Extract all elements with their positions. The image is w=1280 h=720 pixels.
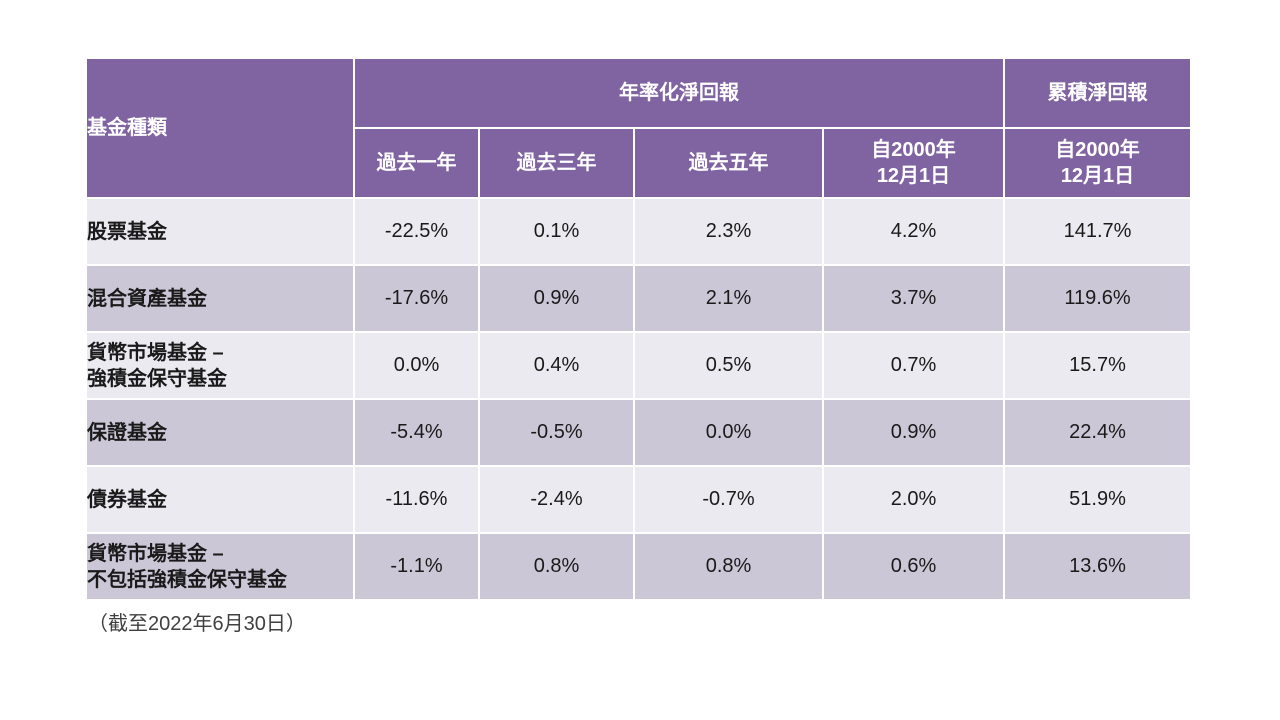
header-past-1y: 過去一年 — [353, 127, 480, 199]
value-cell: -11.6% — [353, 465, 480, 534]
table-row-mixed-assets-fund: 混合資產基金 -17.6% 0.9% 2.1% 3.7% 119.6% — [85, 264, 1192, 333]
header-past-5y: 過去五年 — [633, 127, 824, 199]
value-cell: 0.5% — [633, 331, 824, 400]
value-cell: 0.9% — [478, 264, 635, 333]
table-row-money-market-conservative-fund: 貨幣市場基金 – 強積金保守基金 0.0% 0.4% 0.5% 0.7% 15.… — [85, 331, 1192, 400]
value-cell: 3.7% — [822, 264, 1005, 333]
header-since-2000-annualized: 自2000年 12月1日 — [822, 127, 1005, 199]
header-group-cumulative-return: 累積淨回報 — [1003, 57, 1192, 129]
value-cell: 2.0% — [822, 465, 1005, 534]
value-cell: 22.4% — [1003, 398, 1192, 467]
fund-name-cell: 債券基金 — [85, 465, 355, 534]
header-fund-type: 基金種類 — [85, 57, 355, 199]
value-cell: 0.0% — [353, 331, 480, 400]
value-cell: 15.7% — [1003, 331, 1192, 400]
value-cell: 0.8% — [633, 532, 824, 601]
fund-returns-table: 基金種類 年率化淨回報 累積淨回報 過去一年 過去三年 過去五年 自2000年 … — [85, 57, 1192, 601]
value-cell: -22.5% — [353, 197, 480, 266]
value-cell: -5.4% — [353, 398, 480, 467]
value-cell: 4.2% — [822, 197, 1005, 266]
header-since-2000-cumulative: 自2000年 12月1日 — [1003, 127, 1192, 199]
fund-name-cell: 混合資產基金 — [85, 264, 355, 333]
value-cell: 51.9% — [1003, 465, 1192, 534]
fund-name-cell: 保證基金 — [85, 398, 355, 467]
value-cell: 2.1% — [633, 264, 824, 333]
value-cell: -2.4% — [478, 465, 635, 534]
value-cell: 141.7% — [1003, 197, 1192, 266]
as-of-date-footnote: （截至2022年6月30日） — [88, 613, 306, 635]
value-cell: 0.4% — [478, 331, 635, 400]
header-past-3y: 過去三年 — [478, 127, 635, 199]
header-group-annualized-return: 年率化淨回報 — [353, 57, 1005, 129]
value-cell: 0.0% — [633, 398, 824, 467]
value-cell: 0.9% — [822, 398, 1005, 467]
value-cell: 2.3% — [633, 197, 824, 266]
table-row-money-market-non-conservative-fund: 貨幣市場基金 – 不包括強積金保守基金 -1.1% 0.8% 0.8% 0.6%… — [85, 532, 1192, 601]
value-cell: 0.1% — [478, 197, 635, 266]
value-cell: 119.6% — [1003, 264, 1192, 333]
fund-name-cell: 貨幣市場基金 – 不包括強積金保守基金 — [85, 532, 355, 601]
value-cell: 0.8% — [478, 532, 635, 601]
value-cell: 13.6% — [1003, 532, 1192, 601]
value-cell: -1.1% — [353, 532, 480, 601]
value-cell: 0.7% — [822, 331, 1005, 400]
table-row-guaranteed-fund: 保證基金 -5.4% -0.5% 0.0% 0.9% 22.4% — [85, 398, 1192, 467]
fund-name-cell: 貨幣市場基金 – 強積金保守基金 — [85, 331, 355, 400]
value-cell: -0.5% — [478, 398, 635, 467]
value-cell: -17.6% — [353, 264, 480, 333]
value-cell: 0.6% — [822, 532, 1005, 601]
fund-name-cell: 股票基金 — [85, 197, 355, 266]
table-row-equity-fund: 股票基金 -22.5% 0.1% 2.3% 4.2% 141.7% — [85, 197, 1192, 266]
table-row-bond-fund: 債券基金 -11.6% -2.4% -0.7% 2.0% 51.9% — [85, 465, 1192, 534]
value-cell: -0.7% — [633, 465, 824, 534]
